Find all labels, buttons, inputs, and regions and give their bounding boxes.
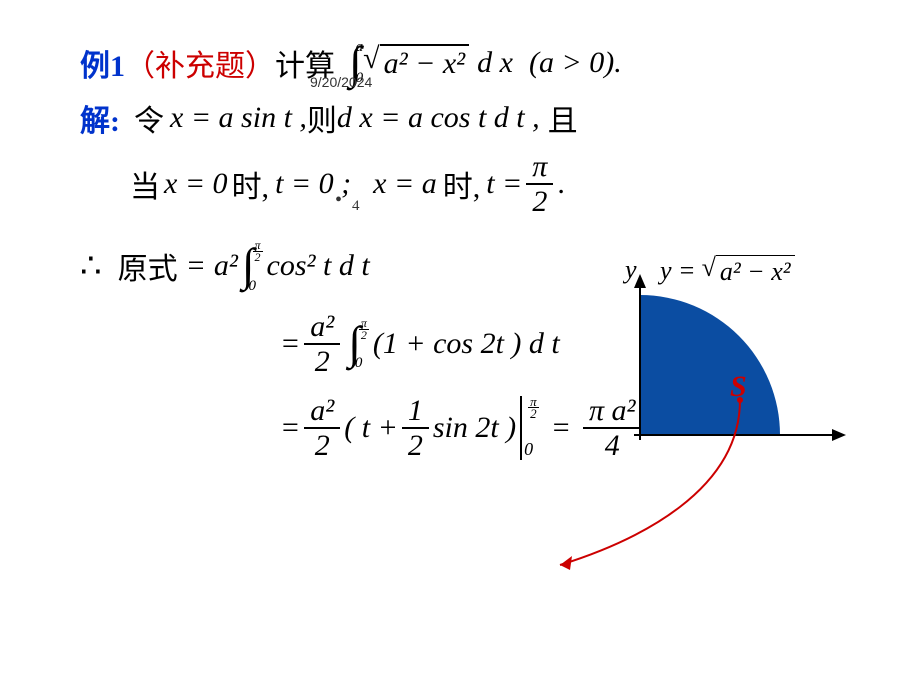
pi-over-2: π 2	[526, 150, 553, 218]
sin2t: sin 2t )	[433, 411, 516, 445]
t-plus: ( t +	[344, 411, 398, 445]
dx: d x	[477, 46, 513, 80]
when-label: 当	[130, 162, 160, 206]
x-a: x = a	[373, 167, 437, 201]
sub-rhs: d x = a cos t d t ,	[337, 101, 540, 135]
y-axis-label: y	[625, 255, 637, 285]
integral-3: ∫ π2 0	[344, 316, 373, 372]
line-limits: 当 x = 0 时, t = 0 ; x = a 时, t = π 2 .	[130, 150, 860, 218]
let-label: 令	[134, 96, 164, 140]
page-number: 4	[352, 198, 360, 215]
line-solution: 解: 令 x = a sin t , 则 d x = a cos t d t ,…	[80, 96, 860, 140]
integrand-2: cos² t d t	[267, 249, 370, 283]
one-half: 1 2	[402, 394, 429, 462]
sub-lhs: x = a sin t ,	[170, 101, 307, 135]
date-overlay: 9/20/2024	[310, 74, 372, 90]
eval-bar: π2 0	[516, 396, 543, 460]
solution-label: 解:	[80, 96, 120, 140]
bullet-dot: •	[335, 189, 342, 212]
sqrt-1: √ a² − x²	[363, 44, 469, 82]
integral-2: ∫ π2 0	[238, 238, 267, 294]
region-label: S	[730, 370, 747, 404]
chart-equation: y = √ a² − x²	[660, 255, 795, 287]
a-squared: a²	[214, 249, 238, 283]
original-label: 原式	[118, 244, 178, 288]
line-problem: 例1 （补充题） 计算 ∫ a0 √ a² − x² d x (a > 0).	[80, 40, 860, 86]
and-label: 且	[548, 96, 578, 140]
t-eq: t =	[486, 167, 522, 201]
then-label: 则	[307, 96, 337, 140]
a2-over-2: a² 2	[304, 310, 340, 378]
condition: (a > 0).	[529, 46, 622, 80]
a2-over-2b: a² 2	[304, 394, 340, 462]
example-label: 例1	[80, 41, 125, 85]
therefore: ∴	[80, 246, 102, 286]
time1: 时,	[232, 162, 270, 206]
quarter-circle-chart: y y = √ a² − x² S	[600, 260, 860, 480]
time2: 时,	[443, 162, 481, 206]
period: .	[557, 167, 565, 201]
x-zero: x = 0	[164, 167, 228, 201]
integrand-3: (1 + cos 2t ) d t	[373, 327, 560, 361]
supplement-label: （补充题）	[125, 41, 275, 85]
